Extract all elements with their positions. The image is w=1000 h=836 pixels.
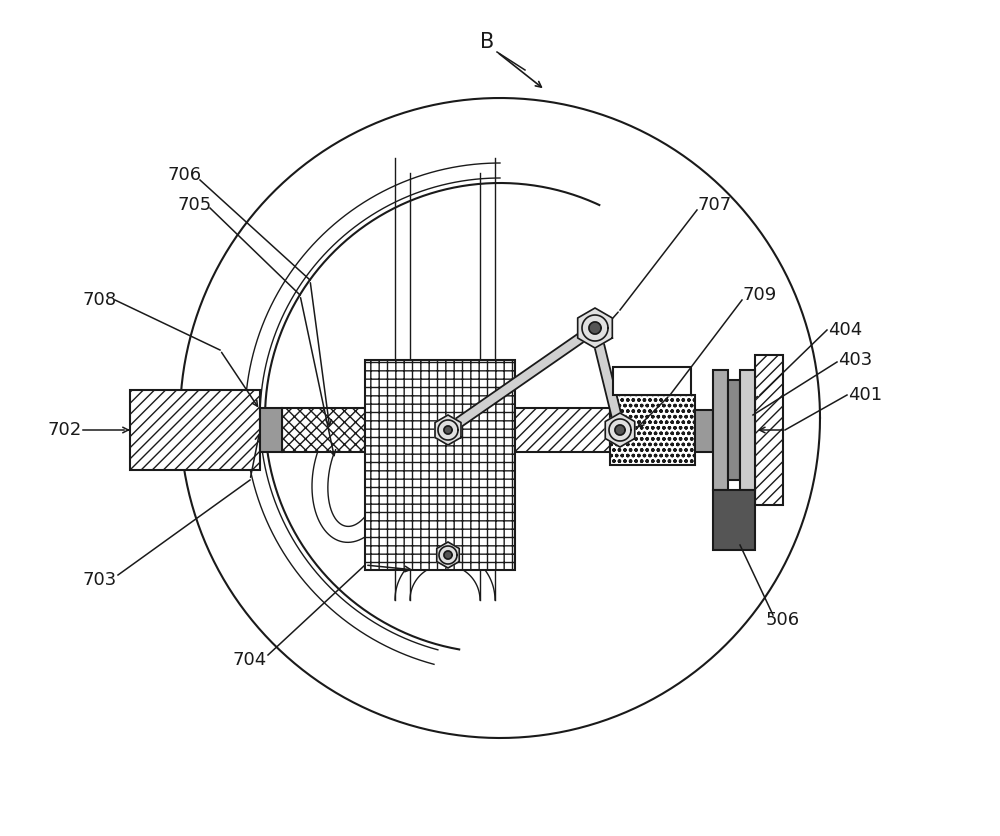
Polygon shape xyxy=(615,425,625,435)
Bar xyxy=(130,390,260,470)
Text: 703: 703 xyxy=(83,571,117,589)
Polygon shape xyxy=(445,324,598,434)
Text: 401: 401 xyxy=(848,386,882,404)
Text: 506: 506 xyxy=(766,611,800,629)
Text: 702: 702 xyxy=(48,421,82,439)
Text: 403: 403 xyxy=(838,351,872,369)
Polygon shape xyxy=(589,322,601,334)
Bar xyxy=(713,370,728,490)
Polygon shape xyxy=(437,542,459,568)
Text: 709: 709 xyxy=(743,286,777,304)
Bar xyxy=(695,410,713,452)
Text: 404: 404 xyxy=(828,321,862,339)
Text: 707: 707 xyxy=(698,196,732,214)
Polygon shape xyxy=(590,327,625,431)
Bar xyxy=(713,490,755,550)
Polygon shape xyxy=(435,415,461,445)
Text: B: B xyxy=(480,32,494,52)
Polygon shape xyxy=(578,308,612,348)
Polygon shape xyxy=(605,413,635,447)
Polygon shape xyxy=(444,551,452,559)
Bar xyxy=(728,380,740,480)
Bar xyxy=(260,408,282,452)
Bar xyxy=(755,355,783,505)
Text: 705: 705 xyxy=(178,196,212,214)
Bar xyxy=(613,367,691,395)
Text: 708: 708 xyxy=(83,291,117,309)
Bar xyxy=(365,360,515,570)
Text: 704: 704 xyxy=(233,651,267,669)
Bar xyxy=(610,395,695,465)
Bar xyxy=(740,370,755,490)
Bar xyxy=(515,408,610,452)
Text: 706: 706 xyxy=(168,166,202,184)
Polygon shape xyxy=(444,426,452,434)
Bar xyxy=(282,408,365,452)
